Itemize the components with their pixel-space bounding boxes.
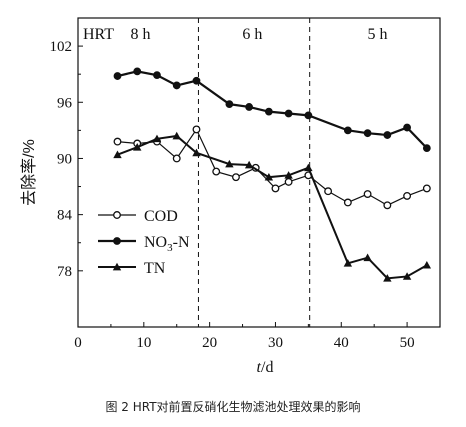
data-point-tn [363, 253, 372, 262]
data-point-tn [192, 148, 201, 157]
data-point-cod [271, 184, 280, 193]
data-point-tn [383, 274, 392, 282]
data-point-no3-n [113, 72, 122, 80]
data-point-no3-n [383, 131, 392, 139]
data-point-tn [343, 259, 353, 267]
legend-marker-cod [113, 211, 121, 219]
x-axis-label: t/d [257, 359, 274, 376]
data-point-cod [232, 173, 240, 182]
legend-marker-tn [112, 262, 122, 271]
data-point-no3-n [363, 129, 372, 138]
data-point-tn [244, 160, 254, 169]
data-point-cod [383, 201, 392, 210]
x-tick-label: 40 [334, 335, 349, 351]
figure-caption: 图 2 HRT对前置反硝化生物滤池处理效果的影响 [105, 400, 361, 414]
data-point-cod [212, 167, 221, 176]
data-point-tn [264, 172, 274, 181]
phase-label: 8 h [131, 26, 151, 43]
data-point-tn [152, 134, 162, 143]
x-axis-variable: t [257, 359, 262, 376]
data-point-no3-n [172, 81, 181, 90]
plot-frame [77, 17, 441, 328]
y-tick-label: 102 [50, 39, 73, 55]
data-point-cod [113, 137, 122, 146]
data-point-tn [225, 159, 234, 168]
data-point-tn [422, 261, 432, 269]
series-line-cod [117, 128, 428, 206]
data-point-tn [284, 171, 293, 179]
data-point-cod [403, 191, 412, 200]
legend-label-cod: COD [144, 208, 178, 225]
data-point-cod [324, 187, 333, 196]
data-point-no3-n [304, 111, 313, 120]
legend-label-no3-n: NO3-N [144, 234, 190, 254]
x-tick-label: 50 [400, 335, 415, 351]
data-point-no3-n [403, 123, 411, 132]
data-point-tn [304, 163, 313, 172]
data-point-tn [133, 143, 142, 151]
data-point-no3-n [264, 107, 273, 116]
data-point-no3-n [133, 67, 142, 76]
phase-label: 5 h [367, 26, 387, 43]
data-point-cod [192, 125, 201, 134]
x-axis-unit: /d [261, 359, 273, 376]
y-tick-label: 84 [57, 208, 73, 224]
data-point-cod [284, 177, 293, 186]
y-tick-label: 78 [57, 264, 72, 280]
y-axis-label: 去除率/% [20, 139, 38, 206]
data-point-no3-n [422, 144, 431, 153]
x-tick-label: 30 [268, 335, 283, 351]
data-point-cod [363, 190, 372, 198]
phase-label: 6 h [242, 26, 262, 43]
legend-label-tn: TN [144, 260, 166, 277]
data-point-no3-n [153, 71, 161, 80]
data-point-cod [422, 184, 431, 193]
data-point-no3-n [343, 126, 352, 135]
data-point-tn [402, 272, 412, 280]
y-tick-label: 90 [57, 151, 72, 167]
legend-marker-no3-n [113, 237, 121, 245]
data-point-cod [343, 198, 352, 207]
data-point-tn [113, 150, 122, 159]
x-tick-label: 10 [136, 335, 151, 351]
data-point-cod [172, 154, 181, 163]
x-tick-label: 0 [74, 335, 82, 351]
data-point-no3-n [225, 100, 234, 109]
x-tick-label: 20 [202, 335, 217, 351]
data-point-no3-n [284, 109, 293, 118]
y-tick-label: 96 [57, 95, 73, 111]
data-point-no3-n [245, 103, 254, 111]
data-point-tn [172, 131, 181, 140]
hrt-label: HRT [83, 26, 114, 43]
data-point-no3-n [192, 76, 201, 85]
